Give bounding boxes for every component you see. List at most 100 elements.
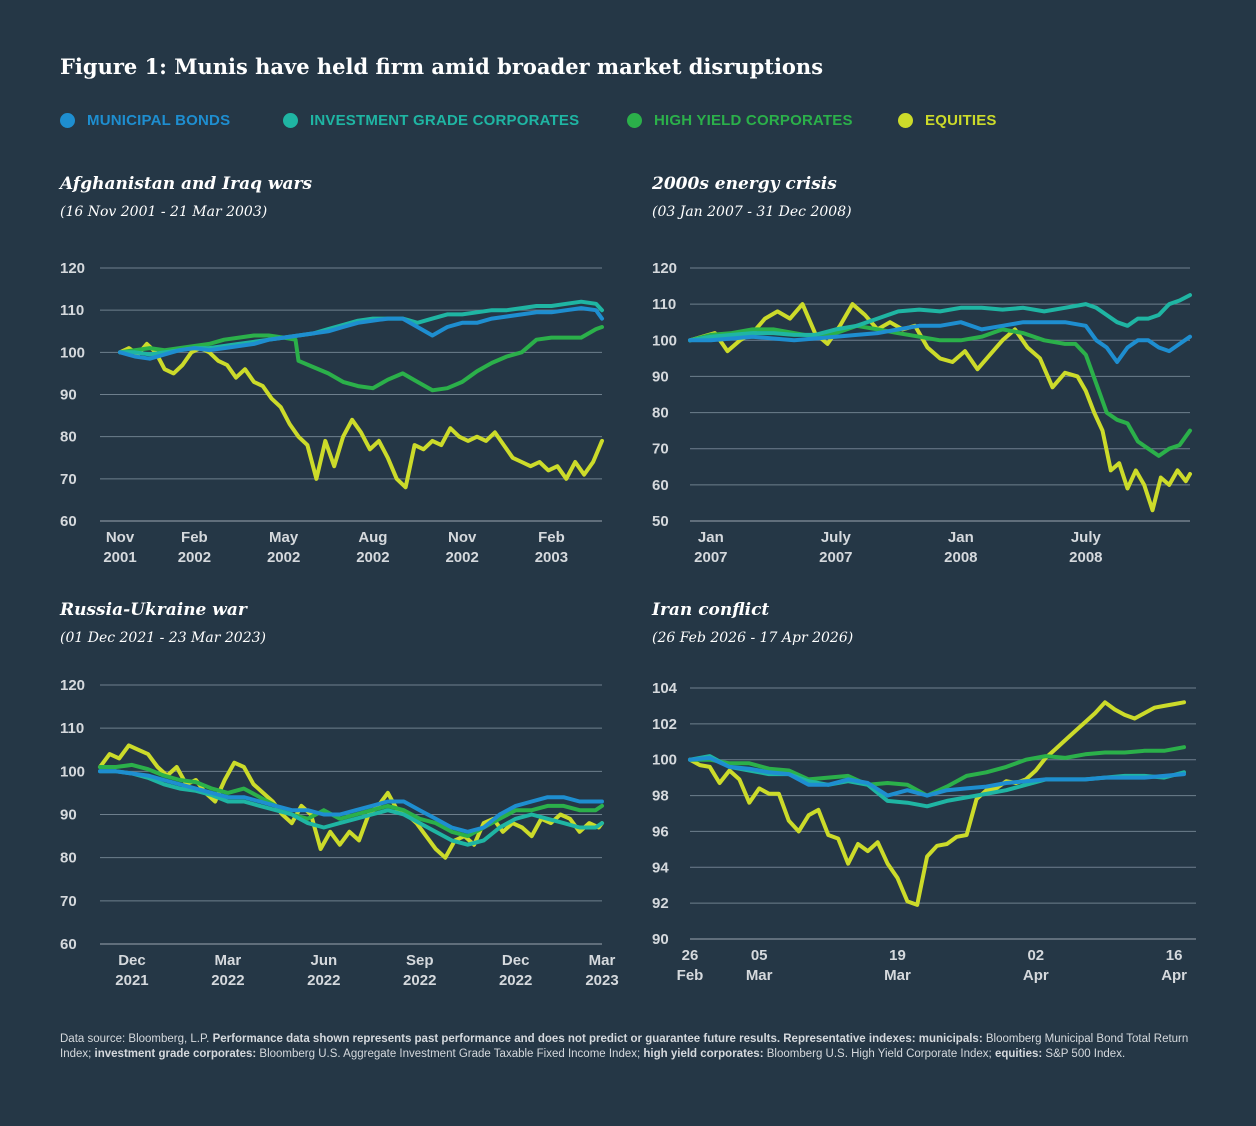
x-tick-label: 19: [889, 947, 906, 964]
x-tick-label: 2002: [267, 549, 300, 566]
series-line-muni: [688, 320, 1192, 364]
y-tick-label: 100: [60, 763, 85, 780]
y-tick-label: 100: [652, 332, 677, 349]
series-line-hy: [118, 325, 604, 393]
x-tick-label: 2021: [115, 972, 148, 989]
panel-title-afghanistan-iraq: Afghanistan and Iraq wars: [60, 174, 313, 194]
x-tick-label: Nov: [448, 529, 477, 546]
x-tick-label: 2002: [178, 549, 211, 566]
x-tick-label: Feb: [677, 967, 704, 984]
y-tick-label: 110: [652, 296, 676, 313]
y-tick-label: 80: [60, 429, 77, 446]
x-tick-label: Apr: [1161, 967, 1187, 984]
x-tick-label: Dec: [118, 952, 146, 969]
legend-label-high-yield: HIGH YIELD CORPORATES: [654, 112, 853, 129]
x-tick-label: 2002: [356, 549, 389, 566]
x-tick-label: 2022: [403, 972, 436, 989]
x-tick-label: 2007: [694, 549, 727, 566]
y-tick-label: 110: [60, 720, 84, 737]
series-line-muni: [118, 306, 604, 361]
x-tick-label: May: [269, 529, 299, 546]
panel-title-russia-ukraine: Russia-Ukraine war: [60, 600, 247, 620]
y-tick-label: 50: [652, 513, 669, 530]
chart-panel-1: 50 60 70 80 90 100 110 120 Jan 2007 July 2007 Jan 200…: [652, 260, 1192, 566]
figure-title: Figure 1: Munis have held firm amid broa…: [60, 54, 824, 79]
panel-title-energy-crisis: 2000s energy crisis: [652, 174, 837, 194]
x-tick-label: Jan: [698, 529, 724, 546]
y-tick-label: 100: [652, 752, 677, 769]
x-tick-label: 2001: [103, 549, 136, 566]
y-tick-label: 120: [60, 677, 85, 694]
footnote-bold-3: high yield corporates:: [643, 1048, 764, 1060]
legend-item-high-yield: HIGH YIELD CORPORATES: [627, 112, 853, 129]
series-line-eq: [688, 302, 1192, 513]
x-tick-label: 2003: [535, 549, 568, 566]
x-tick-label: Aug: [358, 529, 387, 546]
y-tick-label: 120: [652, 260, 677, 277]
footnote-text-3: Bloomberg U.S. Aggregate Investment Grad…: [256, 1048, 644, 1060]
legend-label-equities: EQUITIES: [925, 112, 997, 129]
x-tick-label: 05: [751, 947, 768, 964]
x-tick-label: 2023: [585, 972, 618, 989]
chart-panel-3: 90 92 94 96 98 100 102 104 26 Feb 05 Mar 19 Mar 02 Apr 1…: [652, 680, 1196, 984]
x-tick-label: 2022: [211, 972, 244, 989]
panel-subtitle-iran-conflict: (26 Feb 2026 - 17 Apr 2026): [652, 630, 854, 646]
series-line-ig: [98, 769, 604, 847]
y-tick-label: 70: [60, 471, 77, 488]
y-tick-label: 60: [60, 513, 77, 530]
x-tick-label: July: [821, 529, 852, 546]
x-tick-label: 26: [682, 947, 699, 964]
y-tick-label: 120: [60, 260, 85, 277]
footnote-bold-2: investment grade corporates:: [94, 1048, 257, 1060]
y-tick-label: 98: [652, 788, 669, 805]
series-line-ig: [688, 293, 1192, 343]
x-tick-label: Mar: [215, 952, 242, 969]
y-tick-label: 104: [652, 680, 678, 697]
legend-item-municipal-bonds: MUNICIPAL BONDS: [60, 112, 230, 129]
x-tick-label: Mar: [884, 967, 911, 984]
legend-label-investment-grade: INVESTMENT GRADE CORPORATES: [310, 112, 580, 129]
footnote-bold-1: Performance data shown represents past p…: [212, 1033, 983, 1045]
x-tick-label: Jun: [310, 952, 337, 969]
x-tick-label: Feb: [181, 529, 208, 546]
x-tick-label: Jan: [948, 529, 974, 546]
x-tick-label: Dec: [502, 952, 530, 969]
panel-subtitle-russia-ukraine: (01 Dec 2021 - 23 Mar 2023): [60, 630, 266, 646]
y-tick-label: 90: [652, 368, 669, 385]
x-tick-label: Sep: [406, 952, 434, 969]
y-tick-label: 100: [60, 344, 85, 361]
legend-item-investment-grade: INVESTMENT GRADE CORPORATES: [283, 112, 579, 129]
x-tick-label: 2022: [307, 972, 340, 989]
y-tick-label: 90: [652, 931, 669, 948]
x-tick-label: 2022: [499, 972, 532, 989]
x-tick-label: 2008: [944, 549, 977, 566]
y-tick-label: 110: [60, 302, 84, 319]
x-tick-label: Mar: [589, 952, 616, 969]
legend-dot-high-yield: [627, 113, 642, 128]
chart-panel-0: 60 70 80 90 100 110 120 Nov 2001 Feb 2002 May 2002 Au…: [60, 260, 604, 566]
series-line-eq: [688, 700, 1186, 907]
y-tick-label: 90: [60, 807, 77, 824]
series-line-hy: [688, 323, 1192, 458]
x-tick-label: July: [1071, 529, 1102, 546]
series-line-eq: [118, 341, 604, 490]
panel-subtitle-afghanistan-iraq: (16 Nov 2001 - 21 Mar 2003): [60, 204, 268, 220]
y-tick-label: 70: [60, 893, 77, 910]
footnote: Data source: Bloomberg, L.P. Performance…: [60, 1032, 1200, 1062]
y-tick-label: 102: [652, 716, 677, 733]
legend-dot-investment-grade: [283, 113, 298, 128]
x-tick-label: 2007: [819, 549, 852, 566]
x-tick-label: 02: [1027, 947, 1044, 964]
x-tick-label: Mar: [746, 967, 773, 984]
panel-subtitle-energy-crisis: (03 Jan 2007 - 31 Dec 2008): [652, 204, 852, 220]
y-tick-label: 96: [652, 823, 669, 840]
series-line-muni: [688, 755, 1186, 798]
y-tick-label: 80: [652, 405, 669, 422]
series-line-muni: [98, 769, 604, 834]
panel-title-iran-conflict: Iran conflict: [652, 600, 770, 620]
footnote-text-1: Data source: Bloomberg, L.P.: [60, 1033, 213, 1045]
chart-panel-2: 60 70 80 90 100 110 120 Dec 2021 Mar 2022 Jun 2022 Se…: [60, 677, 619, 989]
y-tick-label: 90: [60, 387, 77, 404]
y-tick-label: 60: [652, 477, 669, 494]
